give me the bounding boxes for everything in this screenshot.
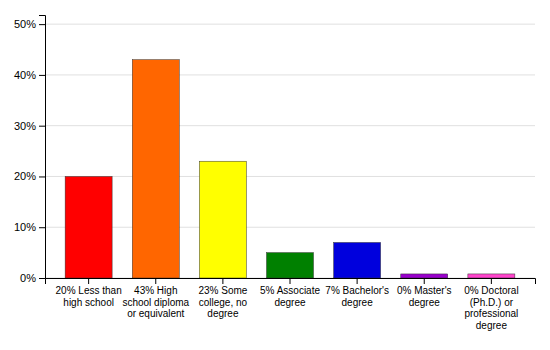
tick-label: 23% Somecollege, nodegree <box>198 285 247 319</box>
tick-label-line: school diploma <box>122 297 189 308</box>
tick-label: 0% <box>20 272 36 284</box>
tick-label-line: degree <box>409 297 441 308</box>
tick-label: 43% Highschool diplomaor equivalent <box>122 285 189 319</box>
tick-mark <box>39 176 45 177</box>
grid-line <box>45 227 535 228</box>
tick: 50% <box>14 18 45 30</box>
tick-mark <box>222 278 223 284</box>
tick-mark <box>491 278 492 284</box>
tick-label: 10% <box>14 221 36 233</box>
tick-mark <box>155 278 156 284</box>
tick-label-line: degree <box>274 297 306 308</box>
tick-label-line: 23% Some <box>198 285 247 296</box>
tick-label: 5% Associatedegree <box>260 285 320 308</box>
tick-mark <box>357 278 358 284</box>
tick-label-line: 0% Doctoral <box>464 285 518 296</box>
tick-label: 50% <box>14 18 36 30</box>
tick-label-line: (Ph.D.) or <box>470 297 514 308</box>
bar <box>334 242 381 278</box>
tick-label-line: 43% High <box>134 285 177 296</box>
tick-label-line: degree <box>476 320 508 331</box>
tick-label-line: 20% Less than <box>56 285 122 296</box>
tick: 23% Somecollege, nodegree <box>198 278 247 319</box>
tick: 0% Master'sdegree <box>397 278 452 308</box>
bar <box>65 176 112 278</box>
tick-label: 40% <box>14 69 36 81</box>
grid-line <box>45 24 535 25</box>
bar <box>267 253 314 278</box>
tick-mark <box>39 227 45 228</box>
grid-line <box>45 125 535 126</box>
tick-mark <box>39 278 45 279</box>
grid-line <box>45 74 535 75</box>
y-axis: 0% 10% 20% 30% 40% 50% <box>14 16 46 285</box>
tick: 20% Less thanhigh school <box>56 278 122 308</box>
tick: 30% <box>14 120 45 132</box>
axis-line <box>39 16 46 279</box>
tick-label-line: or equivalent <box>127 308 184 319</box>
tick-label: 0% Master'sdegree <box>397 285 452 308</box>
bar <box>401 274 448 278</box>
bar <box>468 274 515 278</box>
tick-label: 7% Bachelor'sdegree <box>325 285 389 308</box>
tick: 10% <box>14 221 45 233</box>
tick-label-line: degree <box>207 308 239 319</box>
tick: 0% <box>20 272 45 284</box>
tick-label-line: high school <box>63 297 114 308</box>
tick-label: 20% <box>14 170 36 182</box>
tick-label-line: 0% Master's <box>397 285 452 296</box>
tick-mark <box>88 278 89 284</box>
chart: 0% 10% 20% 30% 40% 50% 20% Less thanhigh schoo… <box>0 0 550 350</box>
tick: 0% Doctoral(Ph.D.) orprofessionaldegree <box>464 278 518 331</box>
tick: 43% Highschool diplomaor equivalent <box>122 278 189 319</box>
axis-line <box>46 279 536 285</box>
grid <box>45 24 535 278</box>
tick-mark <box>39 126 45 127</box>
tick-mark <box>39 75 45 76</box>
grid-line <box>45 176 535 177</box>
tick-mark <box>424 278 425 284</box>
tick-label-line: degree <box>342 297 374 308</box>
bar <box>199 161 246 278</box>
tick-mark <box>39 24 45 25</box>
tick: 7% Bachelor'sdegree <box>325 278 389 308</box>
x-axis: 20% Less thanhigh school43% Highschool d… <box>46 278 536 331</box>
tick-mark <box>290 278 291 284</box>
tick: 20% <box>14 170 45 182</box>
tick-label-line: professional <box>464 308 518 319</box>
bars <box>65 60 515 278</box>
tick-label-line: college, no <box>199 297 248 308</box>
tick-label-line: 7% Bachelor's <box>325 285 389 296</box>
tick-label: 30% <box>14 120 36 132</box>
plot: 0% 10% 20% 30% 40% 50% 20% Less thanhigh schoo… <box>14 16 536 331</box>
tick: 5% Associatedegree <box>260 278 320 308</box>
tick-label: 20% Less thanhigh school <box>56 285 122 308</box>
tick-label: 0% Doctoral(Ph.D.) orprofessionaldegree <box>464 285 518 331</box>
tick: 40% <box>14 69 45 81</box>
tick-label-line: 5% Associate <box>260 285 320 296</box>
bar <box>132 60 179 278</box>
